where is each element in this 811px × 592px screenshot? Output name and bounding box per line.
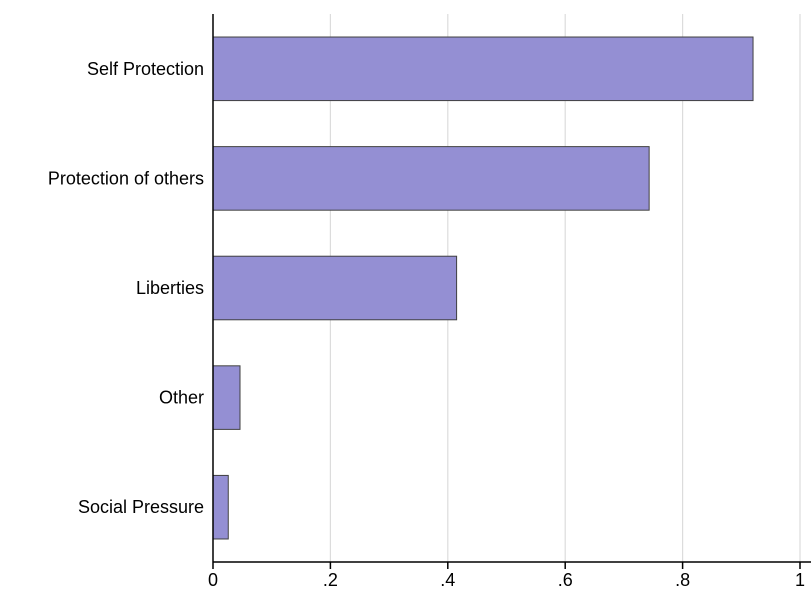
category-label-3: Other — [159, 388, 204, 408]
category-label-4: Social Pressure — [78, 497, 204, 517]
bar-1 — [212, 146, 650, 211]
x-tick-label-1: .2 — [323, 570, 338, 590]
category-labels: Self Protection Protection of others Liber… — [48, 59, 204, 517]
x-tick-label-4: .8 — [675, 570, 690, 590]
category-label-1: Protection of others — [48, 168, 204, 188]
x-tick-label-3: .6 — [558, 570, 573, 590]
x-tick-label-5: 1 — [795, 570, 805, 590]
bar-2 — [212, 255, 458, 321]
x-tick-label-0: 0 — [208, 570, 218, 590]
bar-0 — [212, 36, 754, 102]
bar-3 — [212, 365, 241, 430]
x-axis-ticks: 0 .2 .4 .6 .8 1 — [208, 562, 805, 590]
category-label-0: Self Protection — [87, 59, 204, 79]
bar-4 — [212, 474, 229, 540]
category-label-2: Liberties — [136, 278, 204, 298]
bars — [212, 36, 754, 540]
x-tick-label-2: .4 — [440, 570, 455, 590]
axes — [212, 14, 811, 563]
